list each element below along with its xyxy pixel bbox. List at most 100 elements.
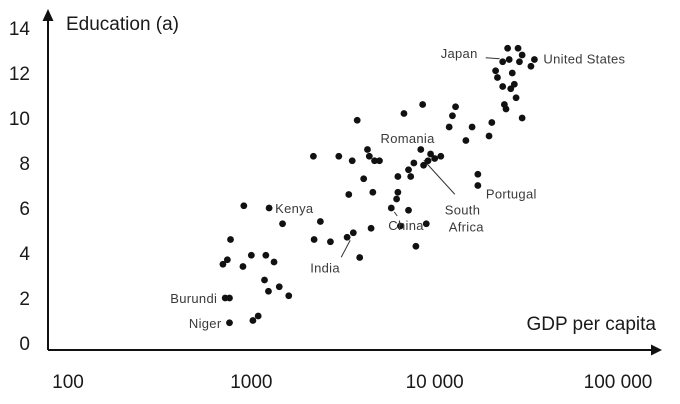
data-point: [431, 155, 439, 162]
data-point: [279, 220, 286, 228]
annotation-label: China: [388, 218, 424, 233]
annotation-leader: [393, 211, 398, 217]
data-point: [452, 103, 459, 111]
data-point: [514, 44, 522, 52]
data-point: [500, 101, 508, 108]
x-tick-label: 100 000: [584, 372, 653, 393]
data-point: [376, 157, 383, 165]
annotation-leader: [485, 57, 500, 60]
data-point: [349, 229, 357, 237]
y-tick-label: 14: [9, 19, 31, 40]
data-point: [394, 173, 402, 180]
data-point: [254, 312, 262, 320]
annotation-leader-lines: [340, 57, 500, 258]
x-tick-label: 100: [52, 372, 84, 393]
data-point: [485, 132, 493, 140]
y-tick-label: 0: [19, 334, 30, 355]
annotation-label: Portugal: [486, 187, 537, 202]
axes: [42, 9, 662, 356]
data-point: [371, 157, 378, 165]
data-point: [335, 152, 343, 160]
data-point: [427, 150, 434, 158]
data-point: [227, 236, 234, 243]
data-point: [474, 170, 482, 178]
data-point: [285, 292, 293, 300]
y-tick-label: 2: [19, 289, 30, 310]
annotation-label: Japan: [441, 46, 478, 61]
data-point: [412, 242, 420, 250]
data-point: [223, 256, 231, 264]
data-point: [405, 166, 412, 174]
data-point: [518, 51, 526, 59]
annotation-label: South Africa: [445, 202, 484, 234]
data-point: [492, 67, 500, 75]
data-point: [449, 112, 456, 120]
data-point: [445, 123, 453, 131]
annotation-label: Burundi: [170, 291, 217, 306]
data-point: [316, 218, 324, 225]
annotation-label: Romania: [381, 131, 436, 146]
data-point: [417, 146, 425, 153]
data-point: [468, 123, 476, 131]
data-points: [219, 44, 538, 327]
data-point: [394, 188, 402, 196]
y-tick-label: 4: [19, 244, 30, 265]
data-point: [437, 152, 445, 160]
data-point: [494, 74, 501, 81]
y-tick-label: 8: [19, 154, 30, 175]
y-tick-label: 10: [9, 109, 30, 130]
x-axis-arrowhead: [651, 344, 662, 356]
data-point: [247, 251, 255, 259]
data-point: [410, 159, 418, 167]
y-tick-labels: 0 2 4 6 8 10 12 14: [9, 19, 31, 355]
annotation-labels: Japan United States Romania Portugal Kenya So…: [170, 46, 625, 331]
data-point: [309, 152, 317, 160]
data-point: [393, 195, 401, 203]
data-point: [240, 202, 248, 210]
data-point: [249, 317, 257, 324]
annotation-label: Kenya: [275, 201, 314, 216]
data-point: [407, 173, 415, 180]
data-point: [505, 56, 513, 63]
data-point: [262, 251, 270, 259]
data-point: [462, 137, 470, 144]
data-point: [310, 236, 318, 243]
y-axis-title: Education (a): [66, 14, 179, 35]
data-point: [275, 283, 283, 291]
data-point: [219, 260, 227, 268]
data-point: [226, 294, 233, 302]
data-point: [396, 222, 404, 230]
data-point: [488, 119, 496, 126]
data-point: [365, 152, 373, 160]
data-point: [424, 157, 432, 165]
data-point: [345, 191, 353, 198]
data-point: [531, 56, 538, 63]
data-point: [419, 101, 427, 108]
data-point: [226, 319, 233, 327]
data-point: [405, 206, 412, 214]
data-point: [360, 175, 368, 183]
annotation-label: Niger: [189, 316, 222, 331]
y-axis-arrowhead: [42, 9, 54, 21]
annotation-label: United States: [543, 52, 625, 67]
data-point: [364, 146, 371, 153]
y-tick-label: 12: [9, 64, 30, 85]
data-point: [367, 224, 375, 232]
x-axis-title: GDP per capita: [526, 314, 656, 335]
data-point: [474, 182, 482, 189]
data-point: [356, 254, 364, 261]
y-tick-label: 6: [19, 199, 30, 220]
data-point: [265, 204, 273, 212]
annotation-label: India: [310, 260, 340, 275]
data-point: [516, 58, 523, 66]
data-point: [261, 276, 268, 284]
data-point: [270, 258, 278, 266]
data-point: [420, 161, 427, 169]
data-point: [512, 94, 520, 102]
data-point: [518, 114, 526, 122]
data-point: [343, 233, 351, 241]
data-point: [400, 110, 408, 117]
data-point: [499, 83, 507, 90]
annotation-leader: [423, 159, 456, 195]
